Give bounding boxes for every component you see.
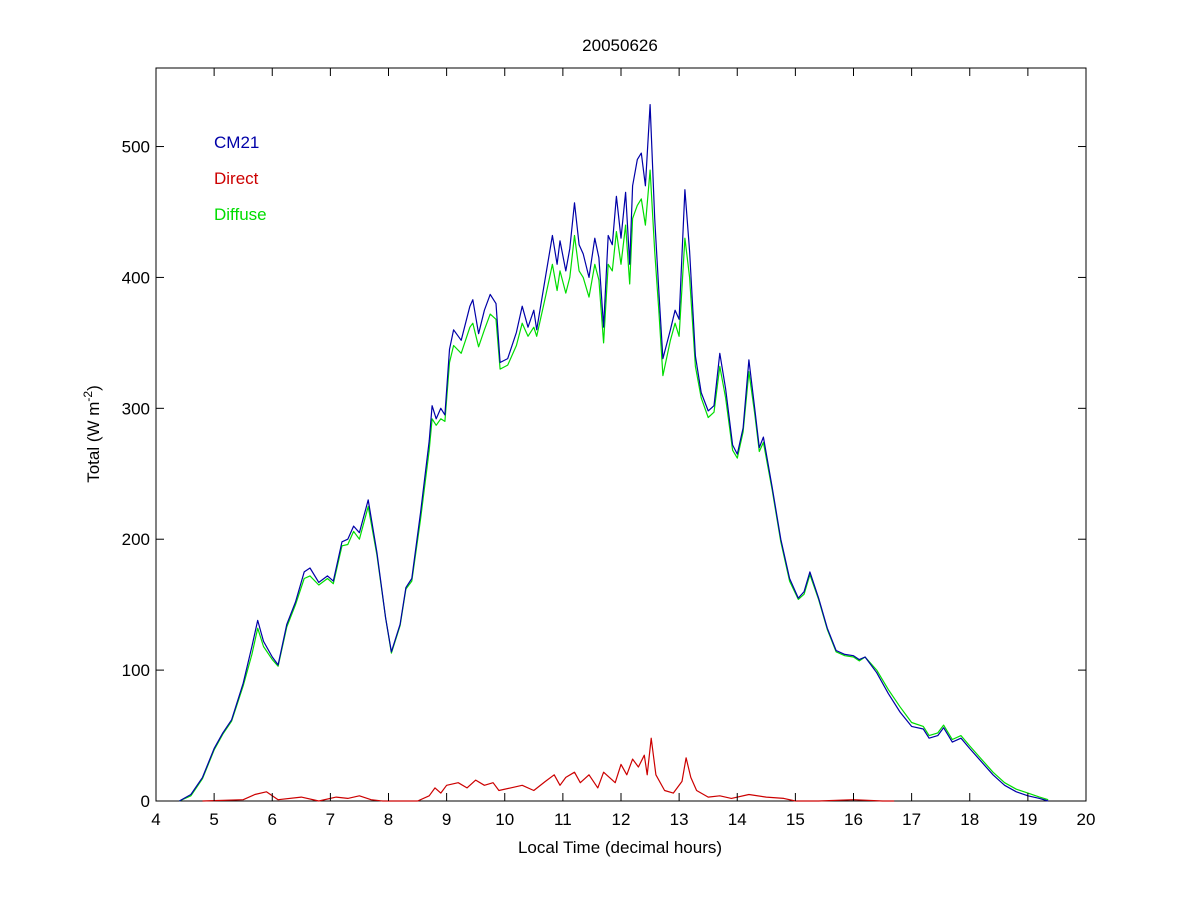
series-line-diffuse — [179, 169, 1049, 802]
x-tick-label: 16 — [844, 810, 863, 829]
y-axis-title-sup: -2 — [81, 391, 95, 402]
y-tick-label: 500 — [122, 138, 150, 157]
plot-area — [155, 67, 1087, 802]
x-tick-label: 6 — [268, 810, 277, 829]
x-tick-label: 8 — [384, 810, 393, 829]
x-tick-label: 18 — [960, 810, 979, 829]
y-tick-label: 400 — [122, 268, 150, 287]
y-tick-label: 300 — [122, 399, 150, 418]
y-axis-title-close: ) — [84, 385, 103, 391]
x-tick-label: 10 — [495, 810, 514, 829]
x-tick-label: 13 — [670, 810, 689, 829]
series-line-direct — [202, 737, 895, 802]
x-tick-label: 17 — [902, 810, 921, 829]
x-tick-label: 9 — [442, 810, 451, 829]
chart-title: 20050626 — [582, 36, 658, 55]
x-tick-label: 11 — [554, 810, 572, 829]
y-tick-label: 0 — [141, 792, 150, 811]
x-axis-title: Local Time (decimal hours) — [518, 838, 722, 857]
x-tick-label: 12 — [612, 810, 631, 829]
series-line-cm21 — [179, 104, 1049, 802]
legend: CM21 Direct Diffuse — [214, 133, 267, 224]
y-axis-title: Total (W m-2) — [81, 385, 103, 483]
legend-entry-cm21: CM21 — [214, 133, 259, 152]
x-tick-label: 7 — [326, 810, 335, 829]
x-tick-label: 19 — [1018, 810, 1037, 829]
y-tick-label: 100 — [122, 661, 150, 680]
y-axis-title-main: Total (W m — [84, 402, 103, 483]
legend-entry-direct: Direct — [214, 169, 259, 188]
x-tick-label: 5 — [209, 810, 218, 829]
y-tick-label: 200 — [122, 530, 150, 549]
x-tick-label: 20 — [1077, 810, 1096, 829]
series-layer — [179, 104, 1049, 802]
x-tick-label: 15 — [786, 810, 805, 829]
x-tick-label: 14 — [728, 810, 747, 829]
ticks-layer: 4 5 6 7 8 9 10 11 12 13 14 15 16 17 18 19 20010020030040… — [122, 68, 1096, 829]
legend-entry-diffuse: Diffuse — [214, 205, 267, 224]
plot-frame — [155, 67, 1087, 802]
x-tick-label: 4 — [151, 810, 160, 829]
